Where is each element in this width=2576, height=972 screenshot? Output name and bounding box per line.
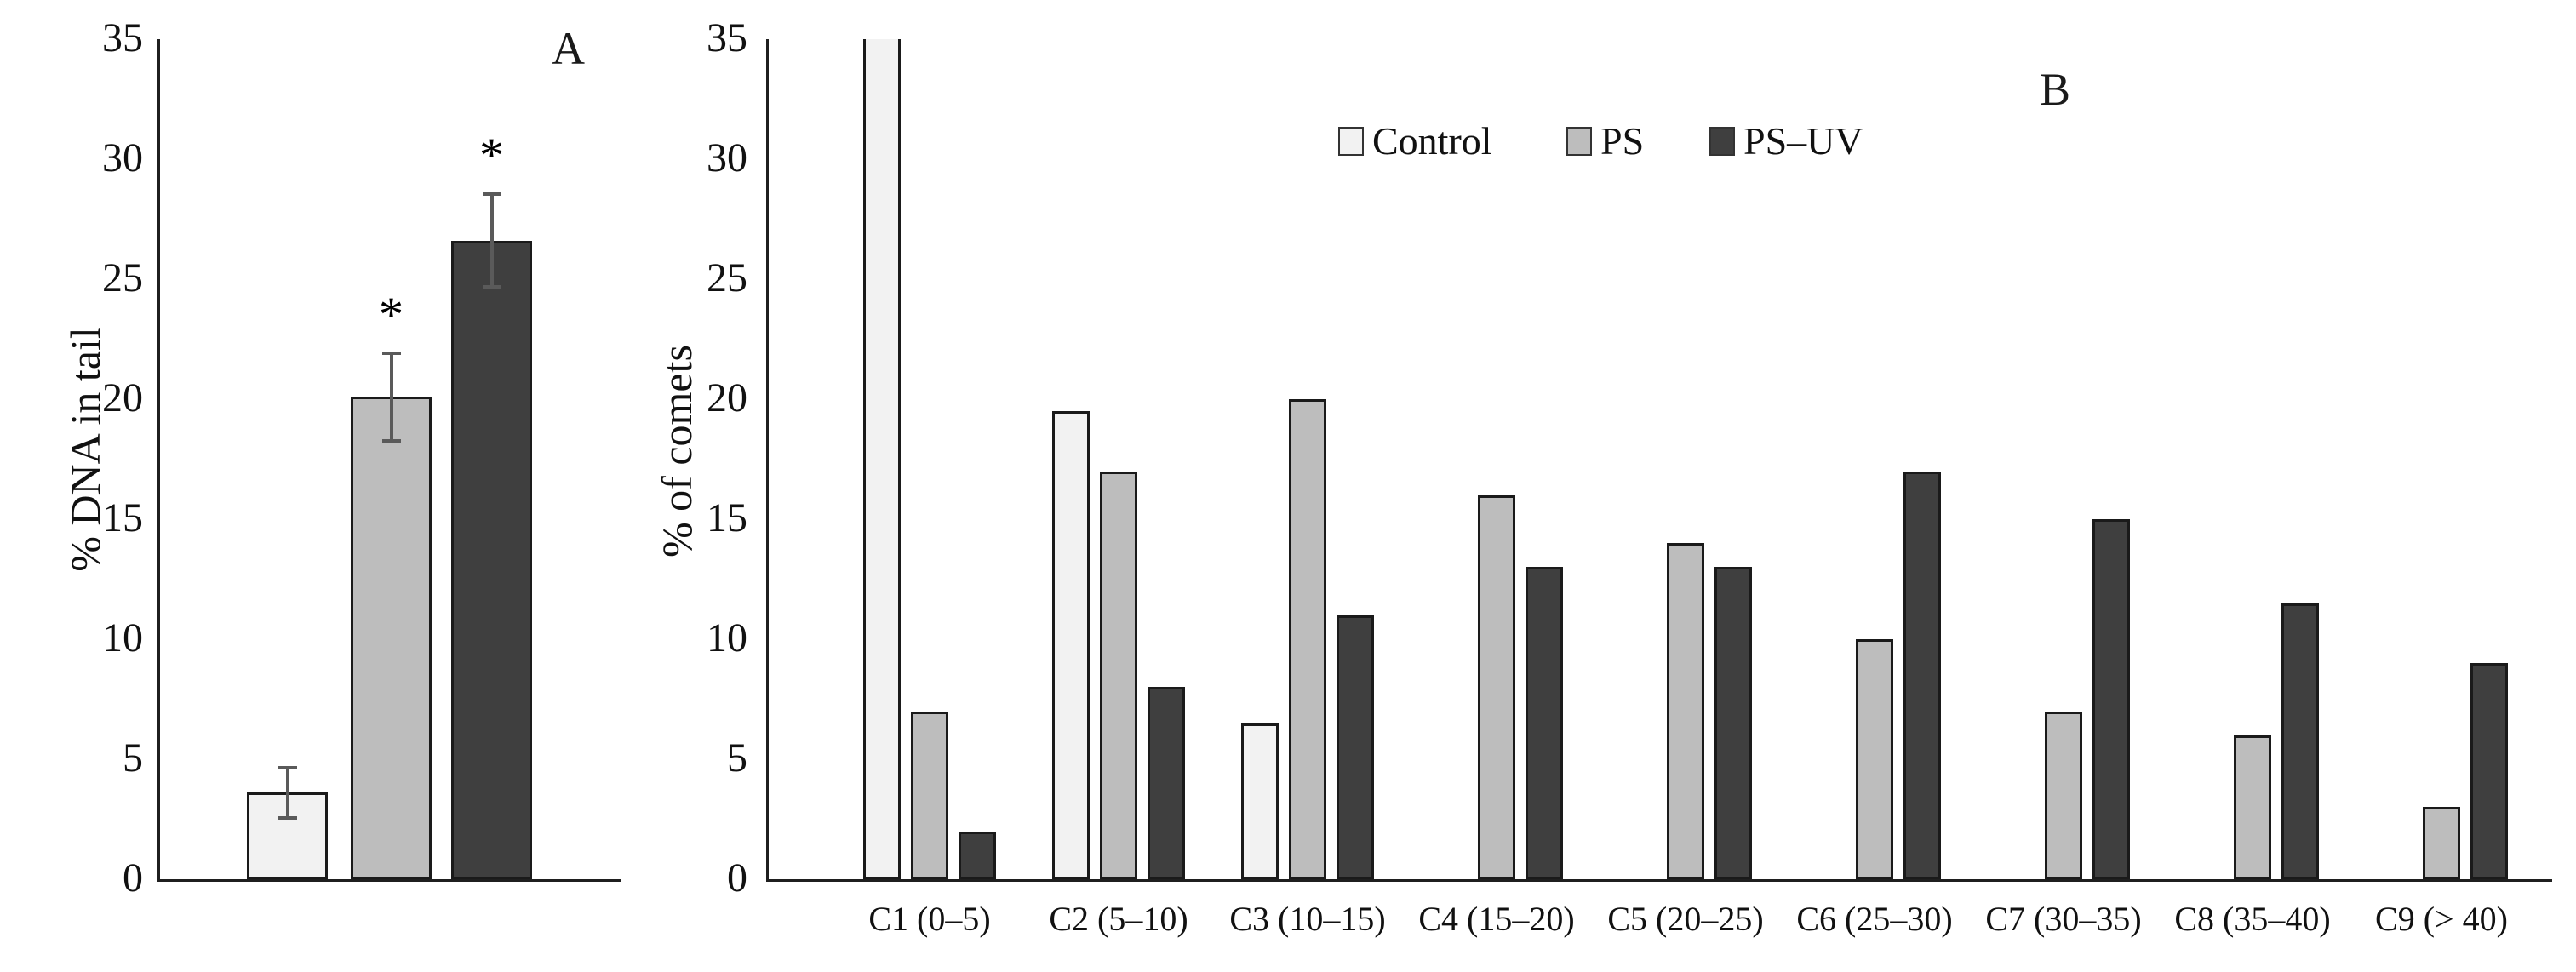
panel-b-bar-c7-ps [2045,711,2082,879]
panel-b-x-category-label: C3 (10–15) [1229,900,1386,938]
panel-b-x-category-label: C5 (20–25) [1607,900,1764,938]
panel-a-y-tick-label: 10 [102,615,143,661]
panel-a-error-bar-line [489,192,494,289]
panel-b-y-tick-label: 5 [727,735,747,781]
panel-b-y-tick-label: 0 [727,855,747,901]
panel-b-y-tick-label: 20 [707,375,747,421]
panel-a-y-tick-label: 0 [123,855,143,901]
panel-b-bar-c4-ps [1478,495,1515,879]
legend-label-ps: PS [1600,119,1645,163]
legend-swatch-ps [1566,127,1592,156]
panel-b-y-tick-label: 15 [707,495,747,541]
panel-b-x-category-label: C1 (0–5) [868,900,991,938]
legend-label-control: Control [1372,119,1492,163]
panel-a-significance-asterisk: * [479,128,504,184]
panel-a-significance-asterisk: * [379,286,404,342]
panel-a-error-bar-cap-top [278,766,297,770]
legend-item-ps: PS [1566,119,1644,163]
panel-b-x-category-label: C9 (> 40) [2375,900,2508,938]
panel-b-x-category-label: C7 (30–35) [1985,900,2142,938]
panel-b-x-axis [766,879,2552,882]
legend-swatch-control [1338,127,1364,156]
panel-a-letter: A [552,23,585,74]
panel-a-y-tick-label: 15 [102,495,143,541]
panel-b-y-tick-label: 25 [707,255,747,301]
panel-b-letter: B [2040,64,2071,115]
panel-b-bar-c1-ps [911,711,948,879]
panel-b-bar-c9-ps [2423,807,2460,879]
panel-b-bar-c2-ps-uv [1148,687,1185,879]
legend-item-control: Control [1338,119,1492,163]
panel-b-bar-c4-ps-uv [1526,567,1563,879]
panel-a-error-bar-cap-top [482,192,501,197]
panel-a-y-tick-label: 5 [123,735,143,781]
panel-a-error-bar-line [285,766,289,820]
panel-b-bar-c9-ps-uv [2470,663,2508,879]
panel-b-y-tick-label: 30 [707,135,747,181]
panel-b-y-tick-label: 35 [707,15,747,61]
panel-a-y-tick-label: 20 [102,375,143,421]
panel-b-x-category-label: C4 (15–20) [1418,900,1575,938]
panel-b-bar-c3-ps [1289,399,1326,879]
panel-b-bar-c2-control [1052,411,1090,879]
panel-a-y-tick-label: 25 [102,255,143,301]
panel-a-bar-ps-uv [451,240,532,879]
panel-a-y-axis [157,39,160,882]
panel-b-bar-c6-ps-uv [1903,471,1941,879]
panel-b-bar-c5-ps-uv [1714,567,1752,879]
panel-b-bar-c5-ps [1667,543,1704,879]
panel-a-error-bar-cap-bottom [381,438,401,443]
panel-b-y-axis [766,39,769,882]
panel-b-y-tick-label: 10 [707,615,747,661]
panel-b-bar-c1-ps-uv [959,831,996,879]
panel-b-x-category-label: C6 (25–30) [1796,900,1953,938]
panel-b-bar-c2-ps [1100,471,1137,879]
panel-a-y-tick-label: 30 [102,135,143,181]
legend-swatch-ps-uv [1709,127,1735,156]
panel-a-error-bar-cap-bottom [278,815,297,820]
panel-b-bar-c8-ps [2234,735,2271,879]
panel-a-error-bar-cap-bottom [482,285,501,289]
legend-item-ps-uv: PS–UV [1709,119,1863,163]
panel-b-x-category-label: C8 (35–40) [2174,900,2331,938]
panel-b-bar-c3-ps-uv [1337,615,1374,879]
panel-a-error-bar-line [389,351,393,443]
panel-a-bar-ps [351,397,432,879]
panel-b-bar-c6-ps [1856,639,1893,879]
legend-label-ps-uv: PS–UV [1743,119,1863,163]
panel-b-bar-c7-ps-uv [2092,519,2130,879]
panel-a-y-tick-label: 35 [102,15,143,61]
panel-b-bar-c1-control [863,39,901,879]
panel-b-bar-c8-ps-uv [2281,603,2319,879]
panel-b-x-category-label: C2 (5–10) [1049,900,1188,938]
panel-a-x-axis [157,879,621,882]
panel-b-bar-c3-control [1241,723,1279,879]
panel-a-error-bar-cap-top [381,351,401,355]
